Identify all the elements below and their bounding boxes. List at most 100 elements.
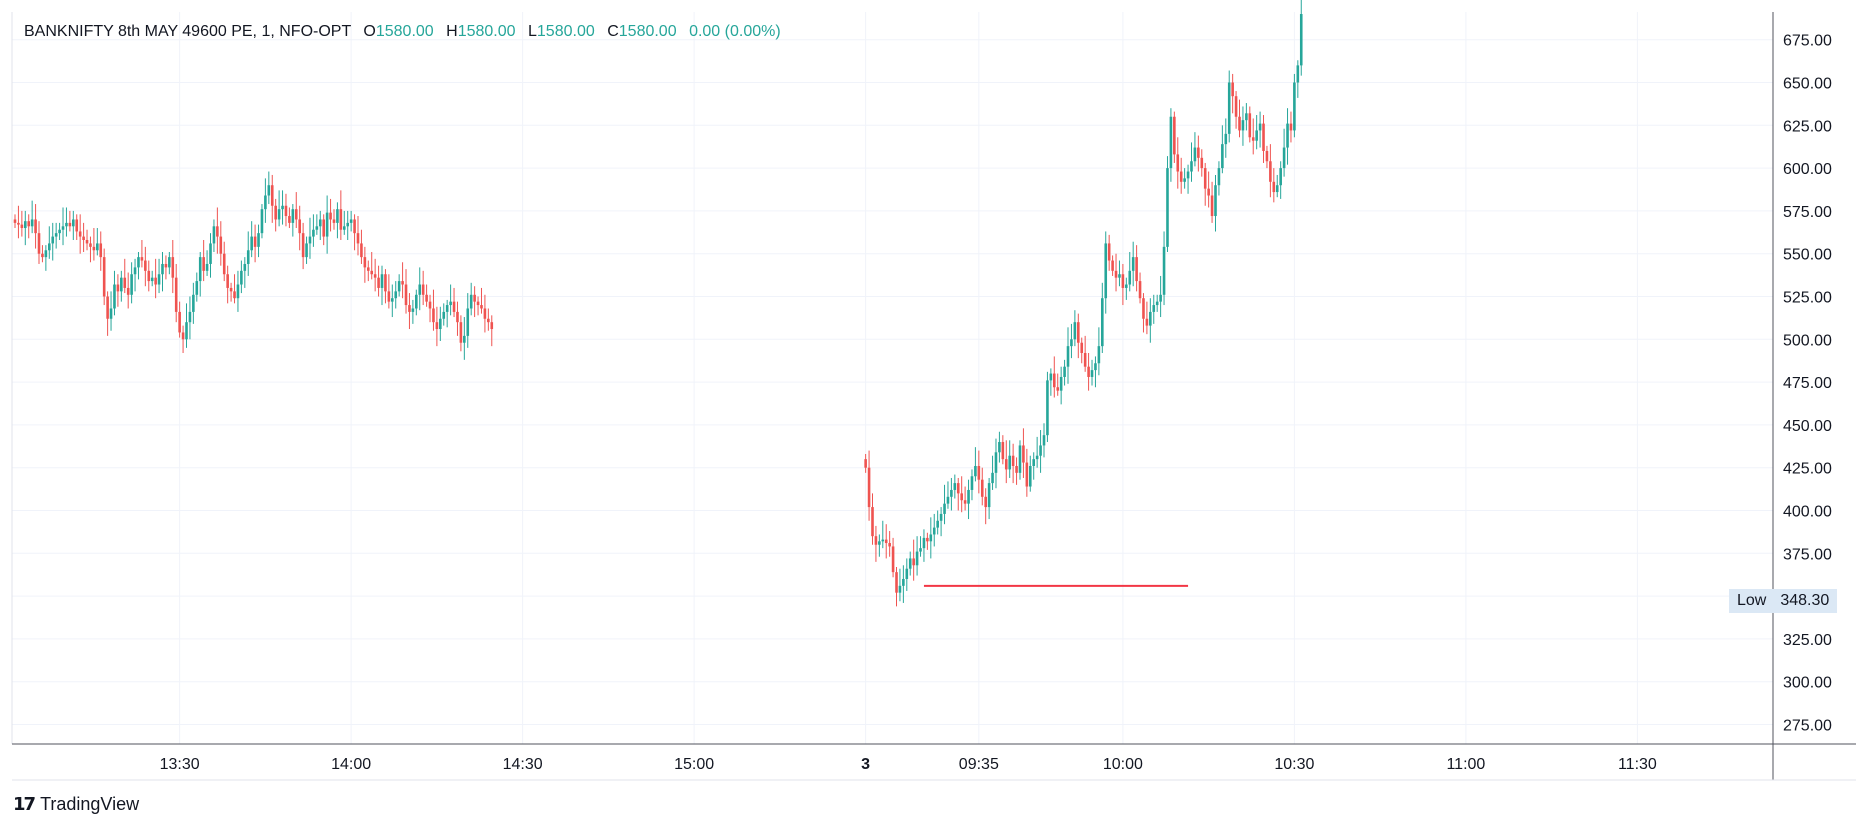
y-tick-label: 575.00 — [1783, 204, 1832, 221]
candle — [1052, 356, 1056, 398]
candle — [908, 551, 912, 576]
candle — [1293, 73, 1296, 138]
candle — [373, 258, 377, 292]
candle — [58, 222, 61, 241]
candle — [1145, 301, 1149, 335]
candle — [1018, 440, 1022, 480]
candle — [946, 481, 950, 509]
candle — [198, 251, 202, 297]
candle — [318, 210, 322, 241]
candle — [92, 228, 96, 261]
candle — [229, 282, 233, 302]
candle — [1083, 335, 1087, 372]
candle — [1162, 231, 1166, 306]
candle — [1176, 137, 1180, 189]
candle — [44, 245, 48, 271]
candle — [140, 240, 144, 268]
candle — [120, 270, 123, 302]
candle — [401, 262, 404, 299]
y-tick-label: 600.00 — [1783, 161, 1832, 178]
close-label: C — [607, 23, 619, 40]
candle — [1138, 272, 1142, 304]
candle — [102, 248, 106, 306]
candle — [1286, 108, 1289, 165]
y-tick-label: 675.00 — [1783, 33, 1832, 50]
candle — [1193, 132, 1197, 167]
candle — [871, 493, 874, 545]
y-tick-label: 400.00 — [1783, 504, 1832, 521]
candle — [1070, 323, 1073, 359]
candle — [1251, 118, 1255, 155]
candle — [456, 301, 459, 336]
candle — [1107, 234, 1111, 271]
candle — [294, 192, 298, 229]
candle — [387, 274, 391, 309]
candle — [439, 306, 442, 342]
x-tick-label: 14:30 — [503, 756, 543, 773]
candle — [195, 272, 199, 302]
candle — [1217, 161, 1221, 196]
candle — [322, 214, 325, 246]
x-tick-label: 3 — [861, 756, 870, 773]
candle — [397, 274, 401, 297]
candle — [926, 532, 929, 550]
candle — [1227, 70, 1231, 143]
candle — [61, 207, 65, 246]
candle — [370, 251, 374, 280]
candle — [1207, 171, 1210, 208]
candle — [342, 210, 346, 235]
candle — [1203, 162, 1207, 206]
candle — [442, 303, 446, 326]
y-tick-label: 550.00 — [1783, 247, 1832, 264]
candle — [998, 431, 1001, 463]
candle — [274, 198, 277, 232]
candle — [421, 270, 425, 306]
tradingview-logo[interactable]: 𝟭𝟳 TradingView — [13, 794, 139, 815]
candles — [13, 0, 1303, 607]
candle — [1248, 106, 1252, 143]
change-value: 0.00 (0.00%) — [689, 23, 781, 40]
candle — [1183, 168, 1186, 189]
candle — [96, 228, 99, 256]
y-tick-label: 450.00 — [1783, 418, 1832, 435]
candle — [34, 204, 37, 249]
candle — [1114, 253, 1118, 292]
candle — [1004, 440, 1008, 484]
candle — [1149, 298, 1152, 343]
candle — [1159, 275, 1162, 318]
candle — [1073, 310, 1077, 347]
candle — [1032, 452, 1036, 480]
candle — [54, 222, 58, 249]
chart-legend: BANKNIFTY 8th MAY 49600 PE, 1, NFO-OPT O… — [24, 23, 781, 41]
candle — [185, 303, 188, 348]
candle — [1214, 174, 1217, 232]
candle — [1059, 366, 1063, 405]
candle — [476, 296, 480, 316]
candle — [1049, 368, 1053, 396]
candle — [1282, 128, 1286, 177]
candle — [85, 229, 89, 251]
candle — [192, 282, 195, 324]
candle — [147, 260, 151, 292]
x-tick-label: 10:30 — [1274, 756, 1314, 773]
candle — [1245, 103, 1248, 131]
candle — [1042, 423, 1046, 458]
candle — [27, 214, 31, 239]
x-tick-label: 10:00 — [1103, 756, 1143, 773]
candle — [463, 317, 466, 360]
candle — [257, 224, 260, 258]
candle — [308, 217, 312, 259]
candle — [967, 479, 970, 520]
candle — [895, 566, 898, 607]
candle — [174, 263, 178, 323]
candle — [1272, 168, 1276, 203]
candle — [75, 214, 79, 241]
candle — [1077, 313, 1080, 359]
candle — [133, 258, 137, 292]
candle — [270, 174, 274, 223]
candle — [902, 565, 905, 603]
candle — [888, 531, 891, 557]
candle — [1262, 115, 1265, 163]
candle — [1094, 356, 1097, 388]
